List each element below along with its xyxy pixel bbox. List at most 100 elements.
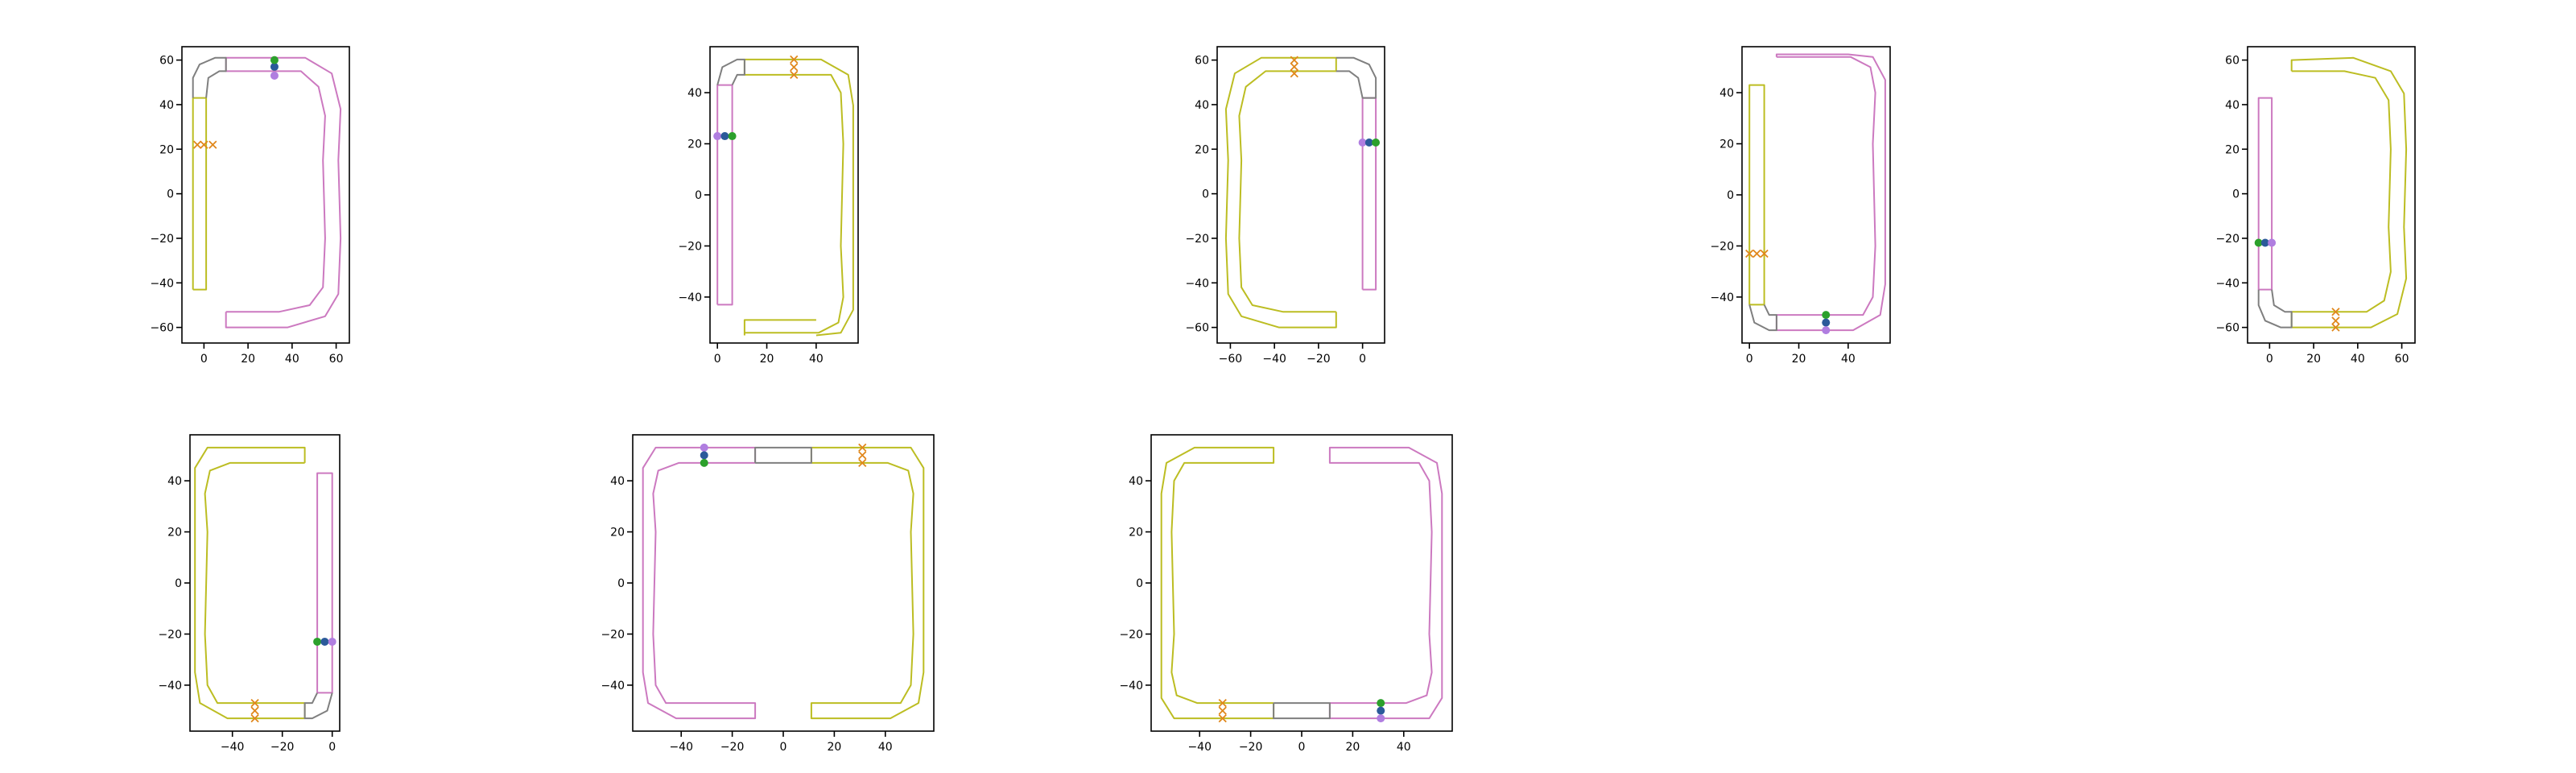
subplot-8: −40 −20 0 20 40 −40 −20 0 20 40	[1119, 434, 1453, 754]
y-tick-label: 60	[159, 55, 174, 68]
x-tick-label: 60	[329, 353, 344, 366]
y-tick-label: 40	[2225, 99, 2240, 112]
point-purple	[2268, 238, 2277, 247]
y-tick-label: −60	[150, 322, 174, 335]
track-pink-2	[316, 472, 333, 694]
track-gray-3	[1335, 56, 1377, 99]
x-tick-label: 40	[1397, 741, 1411, 754]
x-tick-label: −20	[1239, 741, 1263, 754]
cross-marker	[858, 443, 867, 452]
y-tick-label: −20	[150, 233, 174, 246]
axes-frame	[632, 434, 935, 732]
x-tick-label: 0	[1298, 741, 1306, 754]
track-olive-1	[1160, 446, 1275, 720]
y-tick-label: 20	[687, 138, 702, 151]
y-tick-label: 20	[1719, 138, 1734, 151]
x-tick-label: 20	[1345, 741, 1360, 754]
cross-marker	[858, 451, 867, 460]
track-olive-2	[1748, 84, 1765, 306]
point-blue	[1822, 318, 1831, 327]
track-pink-2	[1328, 446, 1443, 720]
y-tick-label: −40	[601, 680, 625, 692]
y-tick-label: 20	[159, 143, 174, 156]
subplot-3: −60 −40 −20 0 −60 −40 −20 0 20 40 60	[1185, 46, 1385, 366]
subplot-2: 0 20 40 −40 −20 0 20 40	[678, 46, 859, 366]
axes-frame	[2247, 46, 2416, 344]
track-pink-3	[716, 84, 733, 306]
track-pink-1	[1775, 53, 1886, 332]
x-tick-label: −40	[1187, 741, 1212, 754]
x-tick-label: 0	[1359, 353, 1366, 366]
x-tick-label: 20	[2306, 353, 2321, 366]
x-tick-label: 20	[827, 741, 841, 754]
point-purple	[1377, 714, 1385, 723]
point-blue	[2260, 238, 2269, 247]
y-tick-label: 20	[1129, 527, 1143, 539]
point-purple	[328, 637, 336, 646]
point-blue	[320, 637, 329, 646]
track-gray-3	[1273, 702, 1331, 720]
x-tick-label: 40	[809, 353, 824, 366]
point-green	[270, 56, 279, 64]
point-purple	[270, 71, 279, 80]
x-tick-label: −40	[1262, 353, 1286, 366]
subplot-5: 0 20 40 60 −60 −40 −20 0 20 40 60	[2215, 46, 2416, 366]
track-pink-1	[642, 446, 757, 720]
cross-marker	[790, 63, 799, 72]
track-gray-3	[192, 56, 227, 98]
y-tick-label: −40	[1710, 291, 1734, 304]
track-olive-1	[1224, 56, 1337, 329]
y-tick-label: −20	[1185, 233, 1209, 246]
subplot-1: 0 20 40 60 −60 −40 −20 0 20 40 60	[150, 46, 350, 366]
y-tick-label: 0	[1727, 189, 1734, 202]
y-tick-label: 0	[175, 577, 182, 590]
x-tick-label: 40	[878, 741, 893, 754]
y-tick-label: −20	[1710, 240, 1734, 253]
track-gray-4	[716, 58, 745, 86]
point-blue	[1364, 138, 1373, 147]
x-tick-label: 0	[2266, 353, 2273, 366]
track-pink-2	[1361, 97, 1377, 291]
axes-frame	[1150, 434, 1453, 732]
x-tick-label: −20	[270, 741, 295, 754]
point-purple	[1358, 138, 1367, 147]
x-tick-label: 60	[2395, 353, 2409, 366]
axes-frame	[1216, 46, 1385, 344]
y-tick-label: −60	[1185, 322, 1209, 335]
cross-marker	[1218, 698, 1227, 708]
y-tick-label: 20	[610, 527, 625, 539]
cross-marker	[2331, 316, 2340, 325]
cross-marker	[858, 458, 867, 468]
x-tick-label: 40	[285, 353, 299, 366]
y-tick-label: −40	[678, 291, 702, 304]
y-tick-label: −40	[158, 680, 182, 692]
y-tick-label: 40	[1129, 475, 1143, 488]
track-olive-2	[743, 319, 816, 336]
y-tick-label: 60	[2225, 55, 2240, 68]
cross-marker	[790, 70, 799, 80]
y-tick-label: 20	[1195, 143, 1209, 156]
x-tick-label: 0	[200, 353, 208, 366]
x-tick-label: 20	[1792, 353, 1806, 366]
y-tick-label: −40	[1119, 680, 1143, 692]
cross-marker	[1752, 249, 1761, 258]
y-tick-label: 0	[1136, 577, 1143, 590]
x-tick-label: 0	[780, 741, 787, 754]
subplot-4: 0 20 40 −40 −20 0 20 40	[1710, 46, 1891, 366]
point-green	[728, 132, 737, 141]
x-tick-label: 0	[714, 353, 721, 366]
y-tick-label: −20	[1119, 628, 1143, 641]
x-tick-label: 40	[2351, 353, 2365, 366]
cross-marker	[790, 55, 799, 64]
track-gray-3	[2257, 289, 2293, 329]
track-olive-1	[194, 446, 306, 720]
x-tick-label: 20	[241, 353, 255, 366]
track-pink-1	[225, 56, 342, 329]
point-green	[1377, 699, 1385, 708]
point-green	[1822, 311, 1831, 320]
point-green	[700, 458, 708, 467]
y-tick-label: −20	[2215, 233, 2240, 246]
point-purple	[700, 443, 708, 452]
y-tick-label: −20	[158, 628, 182, 641]
y-tick-label: 40	[1195, 99, 1209, 112]
